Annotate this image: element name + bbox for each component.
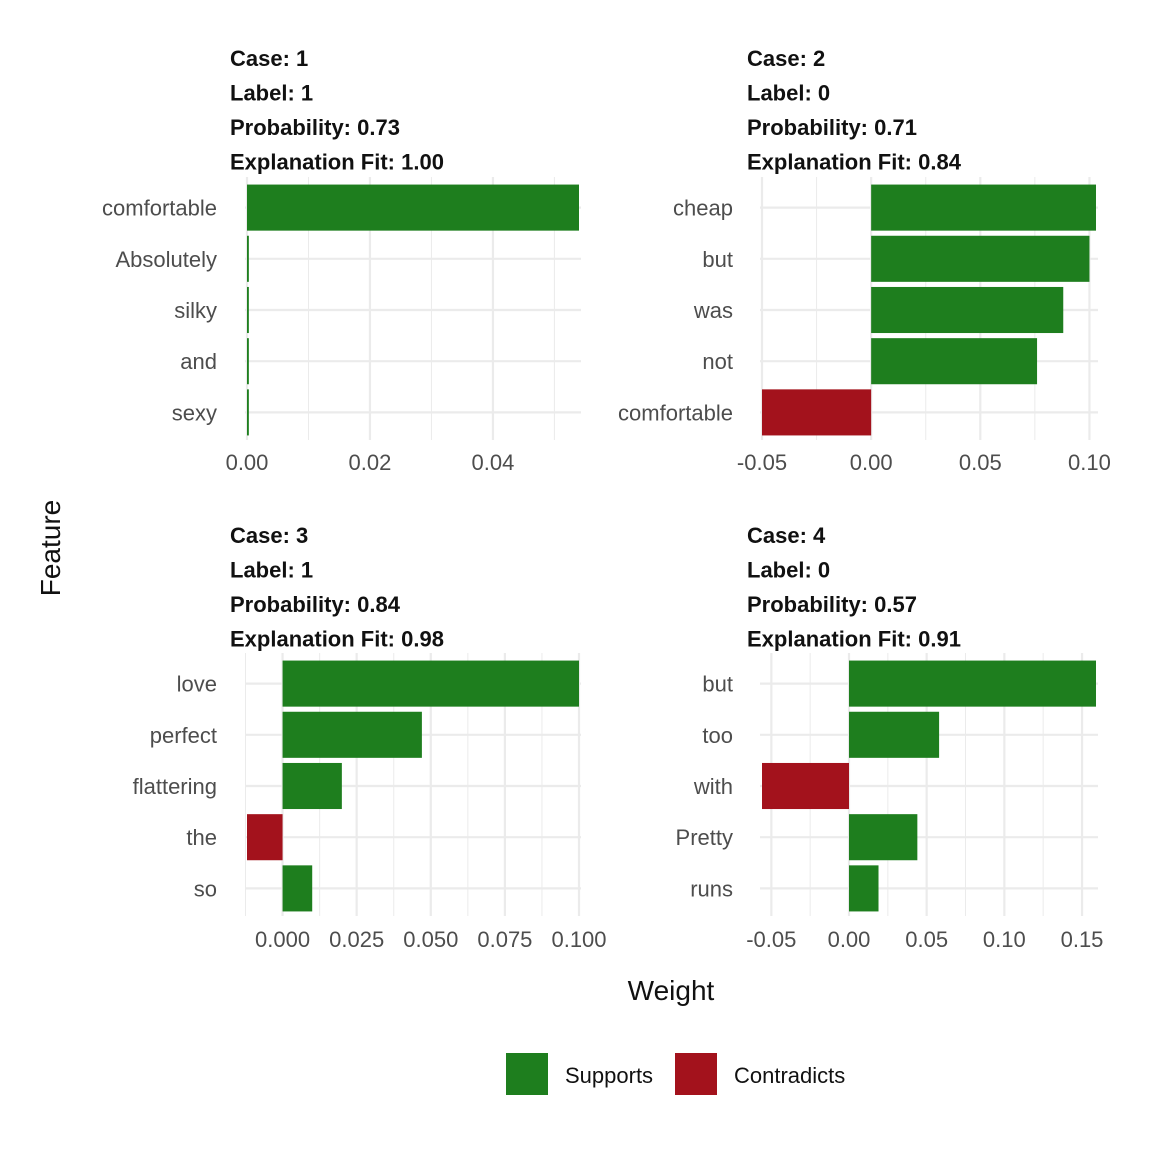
bar-with: [762, 762, 849, 810]
x-tick-label: 0.00: [226, 450, 269, 475]
panel-header-line: Case: 4: [747, 523, 826, 548]
feature-label: perfect: [150, 723, 217, 748]
panel-case-2: Case: 2 Label: 0 Probability: 0.71 Explanat…: [618, 46, 1111, 475]
feature-label: Pretty: [676, 825, 733, 850]
panel-header-line: Explanation Fit: 0.98: [230, 627, 444, 652]
panel-header-line: Label: 0: [747, 81, 830, 106]
y-axis-title: Feature: [35, 500, 66, 597]
x-tick-label: 0.15: [1061, 927, 1104, 952]
feature-label: sexy: [172, 400, 217, 425]
x-tick-label: 0.05: [959, 450, 1002, 475]
feature-label: flattering: [133, 774, 217, 799]
legend-label-supports: Supports: [565, 1063, 653, 1088]
x-tick-label: 0.05: [905, 927, 948, 952]
bar-perfect: [282, 711, 422, 758]
panel-header-line: Probability: 0.73: [230, 115, 400, 140]
x-tick-label: 0.00: [850, 450, 893, 475]
panel-header-line: Case: 2: [747, 46, 825, 71]
bar-comfortable: [247, 184, 579, 231]
x-tick-label: 0.04: [472, 450, 515, 475]
x-tick-label: 0.10: [1068, 450, 1111, 475]
facet-panels: Case: 1 Label: 1 Probability: 0.73 Explanat…: [102, 46, 1111, 952]
bar-silky: [247, 286, 249, 334]
legend-label-contradicts: Contradicts: [734, 1063, 845, 1088]
feature-label: comfortable: [102, 196, 217, 221]
bar-pretty: [848, 814, 918, 861]
x-tick-label: 0.000: [255, 927, 310, 952]
feature-label: the: [186, 825, 217, 850]
panel-header-line: Probability: 0.57: [747, 592, 917, 617]
feature-label: comfortable: [618, 400, 733, 425]
legend-swatch-supports: [506, 1053, 548, 1095]
bar-sexy: [247, 389, 249, 436]
x-tick-label: 0.10: [983, 927, 1026, 952]
panel-case-3: Case: 3 Label: 1 Probability: 0.84 Explanat…: [133, 523, 607, 952]
bar-cheap: [871, 184, 1096, 231]
feature-label: was: [693, 298, 733, 323]
panel-case-4: Case: 4 Label: 0 Probability: 0.57 Explanat…: [676, 523, 1104, 952]
x-tick-label: 0.025: [329, 927, 384, 952]
panel-case-1: Case: 1 Label: 1 Probability: 0.73 Explanat…: [102, 46, 581, 475]
panel-header-line: Explanation Fit: 1.00: [230, 150, 444, 175]
bar-too: [848, 711, 940, 758]
bar-so: [282, 865, 313, 912]
panel-header-line: Label: 1: [230, 558, 313, 583]
bar-comfortable: [762, 389, 872, 436]
panel-header-line: Case: 1: [230, 46, 308, 71]
bar-absolutely: [247, 235, 249, 282]
bar-was: [871, 286, 1064, 334]
x-tick-label: -0.05: [737, 450, 787, 475]
panel-header-line: Probability: 0.71: [747, 115, 917, 140]
feature-label: silky: [174, 298, 217, 323]
feature-label: Absolutely: [115, 247, 217, 272]
bar-flattering: [282, 762, 342, 810]
bar-but: [871, 235, 1090, 282]
feature-label: but: [702, 247, 733, 272]
feature-label: not: [702, 349, 733, 374]
bar-the: [247, 814, 283, 861]
panel-header-line: Explanation Fit: 0.84: [747, 150, 962, 175]
bar-but: [848, 660, 1096, 707]
x-tick-label: 0.100: [551, 927, 606, 952]
x-tick-label: 0.050: [403, 927, 458, 952]
panel-header-line: Label: 1: [230, 81, 313, 106]
x-tick-label: 0.00: [828, 927, 871, 952]
bar-not: [871, 338, 1038, 385]
panel-header-line: Probability: 0.84: [230, 592, 401, 617]
panel-header-line: Explanation Fit: 0.91: [747, 627, 961, 652]
feature-label: so: [194, 876, 217, 901]
legend: Supports Contradicts: [506, 1053, 845, 1095]
bar-and: [247, 338, 249, 385]
x-axis-title: Weight: [628, 975, 715, 1006]
feature-label: runs: [690, 876, 733, 901]
feature-label: cheap: [673, 196, 733, 221]
x-tick-label: 0.02: [349, 450, 392, 475]
feature-label: love: [177, 672, 217, 697]
bar-love: [282, 660, 579, 707]
feature-label: and: [180, 349, 217, 374]
panel-header-line: Case: 3: [230, 523, 308, 548]
feature-label: but: [702, 672, 733, 697]
feature-label: too: [702, 723, 733, 748]
bar-runs: [848, 865, 879, 912]
feature-label: with: [693, 774, 733, 799]
x-tick-label: -0.05: [746, 927, 796, 952]
x-tick-label: 0.075: [477, 927, 532, 952]
legend-swatch-contradicts: [675, 1053, 717, 1095]
panel-header-line: Label: 0: [747, 558, 830, 583]
